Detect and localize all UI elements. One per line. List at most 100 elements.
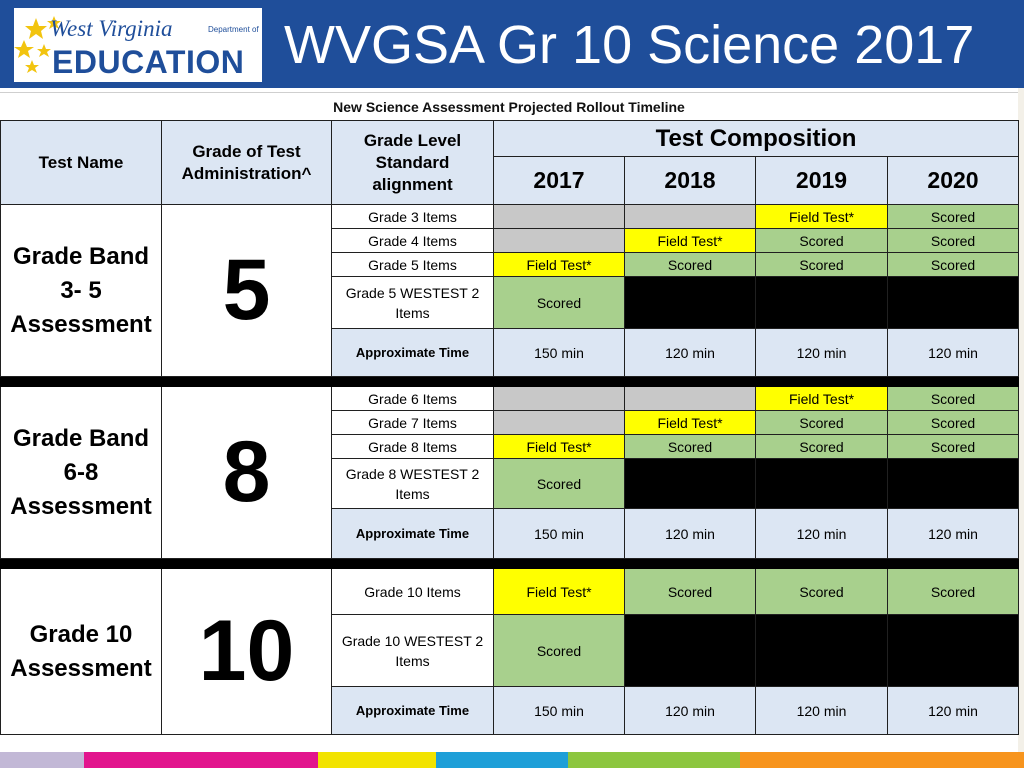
slide-title: WVGSA Gr 10 Science 2017 bbox=[284, 15, 975, 75]
logo-state-name: West Virginia bbox=[50, 16, 173, 41]
status-cell-green: Scored bbox=[493, 614, 625, 687]
item-row: Grade 10 Assessment 10 Grade 10 Items Field… bbox=[0, 568, 1020, 735]
approximate-time-label: Approximate Time bbox=[331, 328, 494, 377]
status-cell-green: Scored bbox=[886, 568, 1020, 615]
table-header-row: Test Name Grade of Test Administration^ … bbox=[0, 120, 1020, 205]
status-cell-green: Scored bbox=[755, 568, 888, 615]
item-row: Grade Band 3- 5 Assessment 5 Grade 3 Items… bbox=[0, 204, 1020, 377]
item-row: Grade 7 Items Field Test* Scored Scored bbox=[1, 410, 1020, 435]
status-cell-green: Scored bbox=[755, 434, 888, 459]
item-row: Grade 8 WESTEST 2 Items Scored bbox=[1, 458, 1020, 509]
alignment-label: Grade 8 WESTEST 2 Items bbox=[331, 458, 494, 509]
status-cell-yellow: Field Test* bbox=[755, 204, 888, 229]
approximate-time-label: Approximate Time bbox=[331, 686, 494, 735]
approximate-time-value: 120 min bbox=[886, 328, 1020, 377]
approximate-time-value: 120 min bbox=[886, 508, 1020, 559]
status-cell-gray bbox=[624, 204, 756, 229]
approximate-time-value: 120 min bbox=[624, 328, 756, 377]
test-name-cell: Grade 10 Assessment bbox=[0, 568, 162, 735]
status-cell-gray bbox=[493, 410, 625, 435]
approximate-time-value: 150 min bbox=[493, 508, 625, 559]
status-cell-yellow: Field Test* bbox=[624, 410, 756, 435]
status-cell-green: Scored bbox=[493, 276, 625, 329]
status-cell-yellow: Field Test* bbox=[493, 434, 625, 459]
alignment-label: Grade 10 Items bbox=[331, 568, 494, 615]
item-row: Grade Band 6-8 Assessment 8 Grade 6 Items F… bbox=[0, 386, 1020, 559]
status-cell-gray bbox=[493, 228, 625, 253]
test-name-cell: Grade Band 3- 5 Assessment bbox=[0, 204, 162, 377]
grade-administration-cell: 5 bbox=[161, 204, 332, 377]
color-band-footer bbox=[0, 752, 1024, 768]
star-cluster-icon bbox=[14, 16, 61, 73]
status-cell-green: Scored bbox=[886, 434, 1020, 459]
alignment-label: Grade 7 Items bbox=[331, 410, 494, 435]
status-cell-green: Scored bbox=[886, 252, 1020, 277]
band-separator bbox=[0, 376, 1020, 387]
grade-administration-cell: 10 bbox=[161, 568, 332, 735]
status-cell-gray bbox=[493, 386, 625, 411]
approximate-time-value: 120 min bbox=[755, 508, 888, 559]
approximate-time-value: 120 min bbox=[755, 328, 888, 377]
band-separator bbox=[0, 558, 1020, 569]
status-cell-yellow: Field Test* bbox=[755, 386, 888, 411]
status-cell-black bbox=[624, 614, 756, 687]
item-row: Grade 5 WESTEST 2 Items Scored bbox=[1, 276, 1020, 329]
status-cell-gray bbox=[493, 204, 625, 229]
status-cell-green: Scored bbox=[755, 410, 888, 435]
column-header-alignment: Grade Level Standard alignment bbox=[331, 120, 494, 205]
alignment-label: Grade 5 Items bbox=[331, 252, 494, 277]
status-cell-black bbox=[886, 614, 1020, 687]
decorative-edge bbox=[1018, 88, 1024, 752]
approximate-time-value: 150 min bbox=[493, 328, 625, 377]
test-name-cell: Grade Band 6-8 Assessment bbox=[0, 386, 162, 559]
approximate-time-value: 120 min bbox=[886, 686, 1020, 735]
alignment-label: Grade 10 WESTEST 2 Items bbox=[331, 614, 494, 687]
status-cell-green: Scored bbox=[886, 410, 1020, 435]
approximate-time-row: Approximate Time 150 min 120 min 120 min 120… bbox=[1, 328, 1020, 377]
status-cell-black bbox=[624, 458, 756, 509]
timeline-table-body: Test Name Grade of Test Administration^ … bbox=[0, 120, 1020, 735]
logo-department: Department of bbox=[208, 25, 259, 34]
status-cell-yellow: Field Test* bbox=[493, 252, 625, 277]
band-separator-bar bbox=[0, 558, 1020, 569]
band-separator-bar bbox=[0, 376, 1020, 387]
year-header: 2020 bbox=[886, 156, 1020, 205]
status-cell-green: Scored bbox=[886, 228, 1020, 253]
status-cell-green: Scored bbox=[755, 252, 888, 277]
status-cell-green: Scored bbox=[624, 252, 756, 277]
column-header-test-composition: Test Composition bbox=[492, 120, 1020, 157]
status-cell-black bbox=[886, 458, 1020, 509]
approximate-time-row: Approximate Time 150 min 120 min 120 min 120… bbox=[1, 686, 1020, 735]
table-year-row: 2017 2018 2019 2020 bbox=[1, 156, 1020, 205]
grade-administration-cell: 8 bbox=[161, 386, 332, 559]
column-header-grade-admin: Grade of Test Administration^ bbox=[161, 120, 332, 205]
item-row: Grade 4 Items Field Test* Scored Scored bbox=[1, 228, 1020, 253]
table-caption: New Science Assessment Projected Rollout… bbox=[0, 92, 1018, 121]
year-header: 2019 bbox=[755, 156, 888, 205]
alignment-label: Grade 6 Items bbox=[331, 386, 494, 411]
approximate-time-value: 150 min bbox=[493, 686, 625, 735]
status-cell-yellow: Field Test* bbox=[624, 228, 756, 253]
status-cell-black bbox=[755, 276, 888, 329]
approximate-time-value: 120 min bbox=[624, 686, 756, 735]
item-row: Grade 5 Items Field Test* Scored Scored Scor… bbox=[1, 252, 1020, 277]
status-cell-black bbox=[624, 276, 756, 329]
wv-education-logo: West Virginia Department of EDUCATION bbox=[14, 8, 262, 82]
status-cell-yellow: Field Test* bbox=[493, 568, 625, 615]
status-cell-green: Scored bbox=[624, 434, 756, 459]
alignment-label: Grade 4 Items bbox=[331, 228, 494, 253]
alignment-label: Grade 5 WESTEST 2 Items bbox=[331, 276, 494, 329]
item-row: Grade 8 Items Field Test* Scored Scored Scor… bbox=[1, 434, 1020, 459]
status-cell-black bbox=[755, 458, 888, 509]
status-cell-green: Scored bbox=[493, 458, 625, 509]
status-cell-green: Scored bbox=[624, 568, 756, 615]
slide-header: West Virginia Department of EDUCATION WV… bbox=[0, 0, 1024, 88]
approximate-time-value: 120 min bbox=[624, 508, 756, 559]
status-cell-green: Scored bbox=[755, 228, 888, 253]
status-cell-green: Scored bbox=[886, 204, 1020, 229]
status-cell-black bbox=[755, 614, 888, 687]
status-cell-gray bbox=[624, 386, 756, 411]
logo-education: EDUCATION bbox=[52, 44, 245, 80]
rollout-timeline-table: Test Name Grade of Test Administration^ … bbox=[0, 120, 1020, 735]
status-cell-black bbox=[886, 276, 1020, 329]
